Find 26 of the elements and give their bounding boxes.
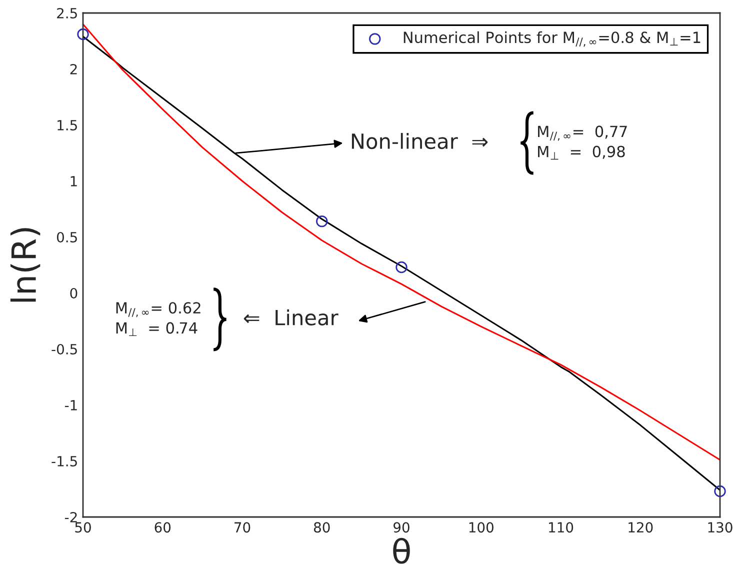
x-tick-label: 70 xyxy=(234,522,250,533)
x-tick-label: 60 xyxy=(154,522,171,533)
x-tick-label: 100 xyxy=(469,522,494,533)
text: M$_{//,∞}$= 0.62 M$_{⊥}$ = 0.74 xyxy=(116,302,200,336)
y-tick-label: 0 xyxy=(70,288,78,298)
x-tick-label: 90 xyxy=(394,522,410,533)
y-tick-label: 1.5 xyxy=(58,120,77,130)
y-tick-label: -2 xyxy=(64,512,77,522)
y-tick-label: 2.5 xyxy=(57,8,77,18)
x-tick-label: 50 xyxy=(75,522,91,533)
annotation: ⇐ Linear xyxy=(244,309,338,326)
y-axis-title: ln(R) xyxy=(10,228,40,302)
y-tick-label: 0.5 xyxy=(56,232,77,242)
y-tick-label: -1.5 xyxy=(52,456,77,466)
text: M$_{//,∞}$= 0,77 M$_{⊥}$ = 0,98 xyxy=(538,126,627,160)
x-tick-label: 130 xyxy=(708,522,732,533)
x-tick-label: 110 xyxy=(549,522,574,533)
annotation: Non-linear ⇒ xyxy=(352,132,488,150)
y-tick-label: 2 xyxy=(70,64,77,74)
y-tick-label: -1 xyxy=(64,400,77,410)
y-tick-label: -0.5 xyxy=(52,344,77,354)
x-tick-label: 80 xyxy=(314,522,330,533)
x-tick-label: 120 xyxy=(628,522,653,533)
x-axis-title: θ xyxy=(393,538,410,564)
y-tick-label: 1 xyxy=(70,176,77,186)
legend-label: Numerical Points for M$_{//,∞}$=0.8 & M$_{⊥}$=1 xyxy=(404,31,700,47)
